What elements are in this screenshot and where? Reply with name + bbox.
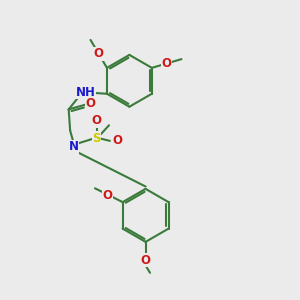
Text: O: O [94, 47, 104, 60]
Text: O: O [161, 57, 172, 70]
Text: O: O [92, 114, 102, 127]
Text: O: O [103, 189, 112, 202]
Text: O: O [85, 97, 95, 110]
Text: S: S [92, 132, 101, 145]
Text: O: O [112, 134, 122, 147]
Text: O: O [141, 254, 151, 267]
Text: N: N [69, 140, 79, 153]
Text: NH: NH [76, 86, 95, 99]
